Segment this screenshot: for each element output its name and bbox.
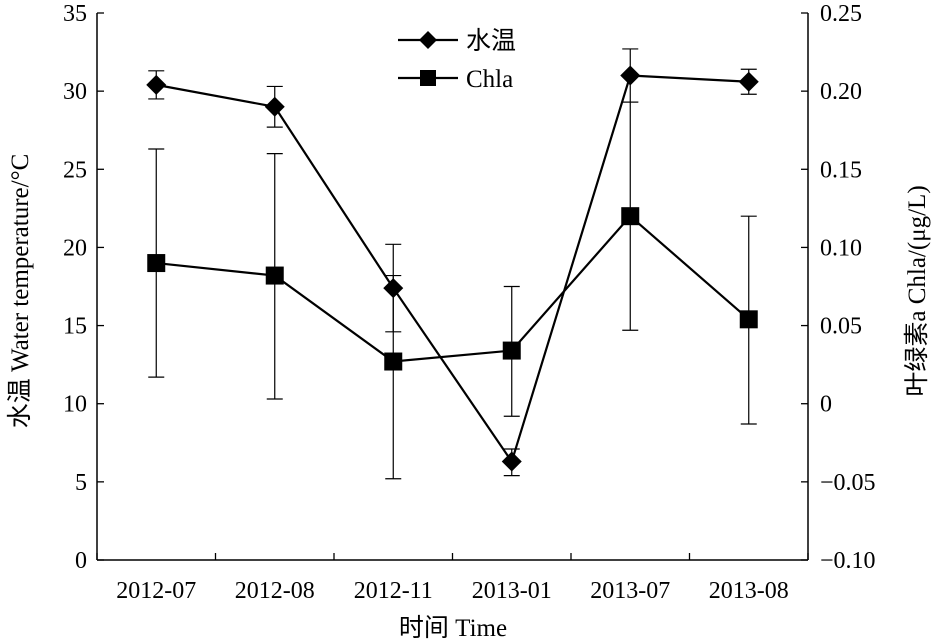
chla-point bbox=[147, 254, 166, 273]
x-tick-label: 2013-01 bbox=[472, 578, 552, 604]
y-left-tick-label: 30 bbox=[63, 79, 87, 105]
y-left-tick-label: 20 bbox=[63, 235, 87, 261]
y-axis-title-left: 水温 Water temperature/°C bbox=[6, 154, 34, 429]
y-right-tick-label: 0.15 bbox=[820, 157, 862, 183]
y-left-tick-label: 5 bbox=[75, 470, 87, 496]
y-left-tick-label: 25 bbox=[63, 157, 87, 183]
y-right-tick-label: −0.10 bbox=[820, 548, 876, 574]
chla-point bbox=[502, 341, 521, 360]
x-axis-title: 时间 Time bbox=[399, 614, 507, 642]
y-right-tick-label: 0.25 bbox=[820, 1, 862, 27]
y-axis-title-right: 叶绿素a Chla/(μg/L) bbox=[903, 185, 931, 396]
y-left-tick-label: 10 bbox=[63, 392, 87, 418]
chla-point bbox=[384, 352, 403, 371]
x-tick-label: 2012-08 bbox=[235, 578, 315, 604]
x-tick-label: 2013-08 bbox=[709, 578, 789, 604]
y-right-tick-label: −0.05 bbox=[820, 470, 876, 496]
legend: 水温 Chla bbox=[398, 27, 516, 93]
water-temperature-point bbox=[501, 451, 522, 472]
x-tick-label: 2013-07 bbox=[590, 578, 670, 604]
x-tick-label: 2012-11 bbox=[354, 578, 433, 604]
legend-chla-marker bbox=[420, 70, 436, 86]
y-left-tick-label: 15 bbox=[63, 314, 87, 340]
y-right-tick-label: 0 bbox=[820, 392, 832, 418]
water-temperature-point bbox=[738, 71, 759, 92]
water-temperature-point bbox=[264, 96, 285, 117]
water-temperature-point bbox=[383, 278, 404, 299]
y-right-tick-label: 0.05 bbox=[820, 314, 862, 340]
error-bars bbox=[148, 48, 757, 480]
chla-line bbox=[156, 214, 750, 363]
y-right-tick-label: 0.10 bbox=[820, 235, 862, 261]
chla-point bbox=[621, 207, 640, 226]
series-lines bbox=[156, 74, 750, 465]
series-markers bbox=[146, 65, 759, 472]
legend-water-temperature-marker bbox=[419, 31, 437, 49]
chla-point bbox=[739, 310, 758, 329]
legend-water-temperature-label: 水温 bbox=[466, 27, 516, 55]
y-left-tick-label: 0 bbox=[75, 548, 87, 574]
legend-chla-label: Chla bbox=[466, 66, 513, 93]
water-temperature-line bbox=[156, 74, 749, 465]
y-left-tick-label: 35 bbox=[63, 1, 87, 27]
axes bbox=[96, 12, 809, 561]
tick-labels: 0 5 10 15 20 25 30 35 −0.10 −0.05 0 0.05 0.10 0.15 0.2… bbox=[63, 1, 876, 604]
water-temperature-point bbox=[146, 74, 167, 95]
chla-point bbox=[265, 266, 284, 285]
water-temperature-point bbox=[620, 65, 641, 86]
y-right-tick-label: 0.20 bbox=[820, 79, 862, 105]
x-tick-label: 2012-07 bbox=[116, 578, 196, 604]
